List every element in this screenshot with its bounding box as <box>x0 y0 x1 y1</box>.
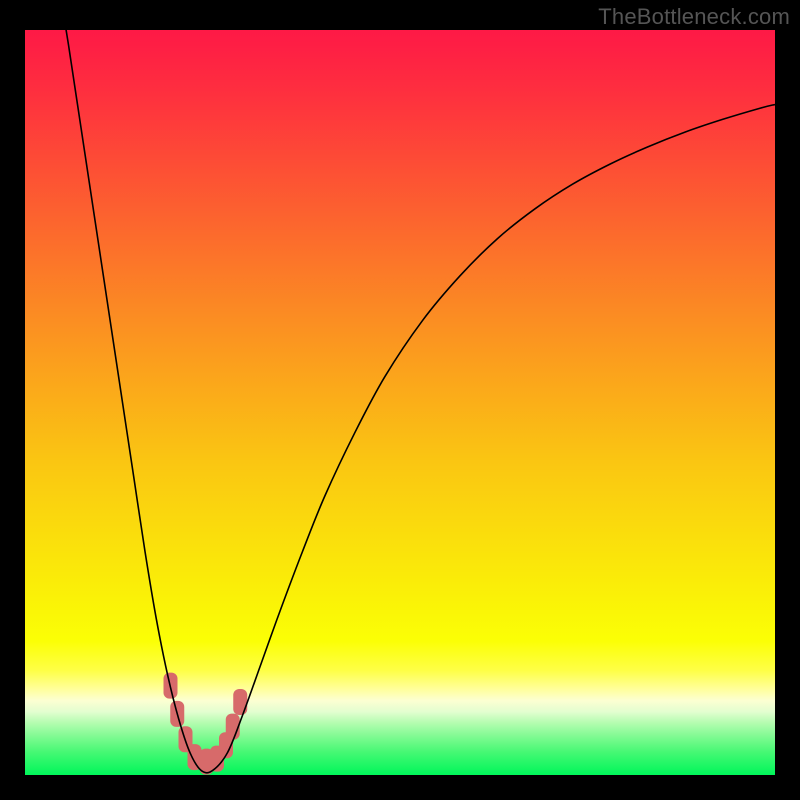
outer-frame: TheBottleneck.com <box>0 0 800 800</box>
bottleneck-chart <box>25 30 775 775</box>
data-marker <box>188 744 202 770</box>
gradient-background <box>25 30 775 775</box>
watermark-text: TheBottleneck.com <box>598 4 790 30</box>
data-marker <box>233 689 247 715</box>
